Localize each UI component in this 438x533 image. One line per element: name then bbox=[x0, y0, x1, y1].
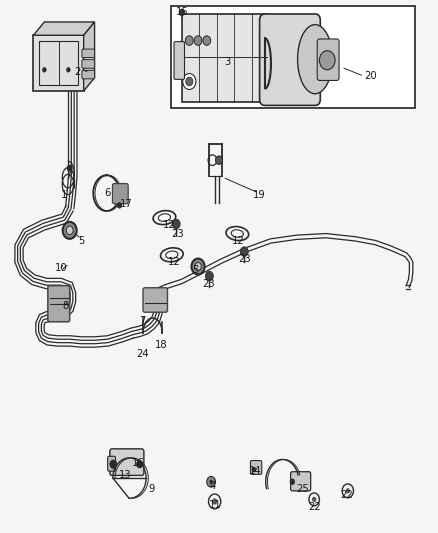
Polygon shape bbox=[84, 22, 95, 91]
Circle shape bbox=[207, 477, 215, 487]
Text: 16: 16 bbox=[132, 458, 145, 468]
Circle shape bbox=[252, 467, 256, 472]
Text: 6: 6 bbox=[105, 188, 111, 198]
FancyBboxPatch shape bbox=[174, 42, 184, 79]
Text: 23: 23 bbox=[238, 254, 251, 263]
FancyBboxPatch shape bbox=[82, 60, 95, 68]
Bar bbox=[171, 6, 416, 108]
Circle shape bbox=[186, 77, 193, 86]
FancyBboxPatch shape bbox=[251, 461, 262, 474]
Circle shape bbox=[195, 263, 201, 270]
FancyBboxPatch shape bbox=[113, 183, 128, 204]
Circle shape bbox=[117, 202, 122, 208]
Circle shape bbox=[215, 156, 223, 165]
Text: 12: 12 bbox=[168, 257, 181, 267]
Text: 11: 11 bbox=[209, 499, 222, 510]
Circle shape bbox=[346, 488, 350, 494]
Bar bbox=[33, 35, 84, 91]
Text: 13: 13 bbox=[119, 470, 131, 480]
Text: 20: 20 bbox=[364, 71, 377, 81]
FancyBboxPatch shape bbox=[82, 49, 95, 58]
Text: 22: 22 bbox=[308, 502, 321, 512]
Text: 15: 15 bbox=[176, 7, 188, 18]
FancyBboxPatch shape bbox=[48, 286, 70, 322]
Circle shape bbox=[67, 165, 72, 171]
Polygon shape bbox=[33, 22, 95, 35]
FancyBboxPatch shape bbox=[110, 449, 144, 475]
FancyBboxPatch shape bbox=[317, 39, 339, 80]
FancyBboxPatch shape bbox=[143, 288, 167, 312]
Text: 3: 3 bbox=[225, 57, 231, 67]
Circle shape bbox=[183, 74, 196, 90]
FancyBboxPatch shape bbox=[260, 14, 320, 106]
Circle shape bbox=[63, 222, 77, 239]
Circle shape bbox=[42, 67, 46, 72]
Bar bbox=[39, 41, 78, 85]
Text: 5: 5 bbox=[192, 265, 198, 275]
Circle shape bbox=[194, 36, 202, 45]
Text: 23: 23 bbox=[202, 279, 214, 288]
Circle shape bbox=[209, 480, 213, 484]
FancyBboxPatch shape bbox=[290, 472, 311, 491]
Ellipse shape bbox=[297, 25, 332, 94]
Text: 14: 14 bbox=[248, 466, 261, 476]
Text: 8: 8 bbox=[62, 301, 68, 311]
Text: 9: 9 bbox=[148, 484, 155, 494]
Text: 4: 4 bbox=[209, 481, 215, 490]
Text: 10: 10 bbox=[55, 263, 67, 272]
Text: 5: 5 bbox=[78, 236, 85, 246]
Text: 23: 23 bbox=[171, 229, 184, 239]
Text: 24: 24 bbox=[136, 349, 149, 359]
Text: 1: 1 bbox=[61, 190, 67, 200]
Circle shape bbox=[66, 67, 71, 72]
Text: 25: 25 bbox=[297, 484, 309, 494]
Text: 2: 2 bbox=[74, 68, 80, 77]
Circle shape bbox=[191, 259, 205, 274]
Circle shape bbox=[203, 36, 211, 45]
Circle shape bbox=[110, 460, 117, 469]
Circle shape bbox=[185, 36, 193, 45]
Circle shape bbox=[319, 51, 335, 70]
FancyBboxPatch shape bbox=[82, 70, 95, 79]
Circle shape bbox=[179, 9, 184, 15]
Text: 7: 7 bbox=[139, 316, 146, 326]
Circle shape bbox=[66, 226, 73, 235]
Text: 12: 12 bbox=[162, 220, 175, 230]
Text: 19: 19 bbox=[253, 190, 265, 200]
Circle shape bbox=[312, 497, 316, 502]
Text: 18: 18 bbox=[155, 340, 168, 350]
Circle shape bbox=[137, 461, 143, 468]
Text: 12: 12 bbox=[232, 236, 245, 246]
Circle shape bbox=[240, 247, 248, 256]
Circle shape bbox=[205, 271, 213, 281]
FancyBboxPatch shape bbox=[108, 456, 116, 471]
Circle shape bbox=[290, 479, 295, 485]
Text: 17: 17 bbox=[120, 199, 133, 209]
Text: 22: 22 bbox=[340, 490, 353, 500]
Circle shape bbox=[172, 219, 180, 229]
Circle shape bbox=[212, 498, 217, 505]
FancyBboxPatch shape bbox=[182, 14, 267, 102]
